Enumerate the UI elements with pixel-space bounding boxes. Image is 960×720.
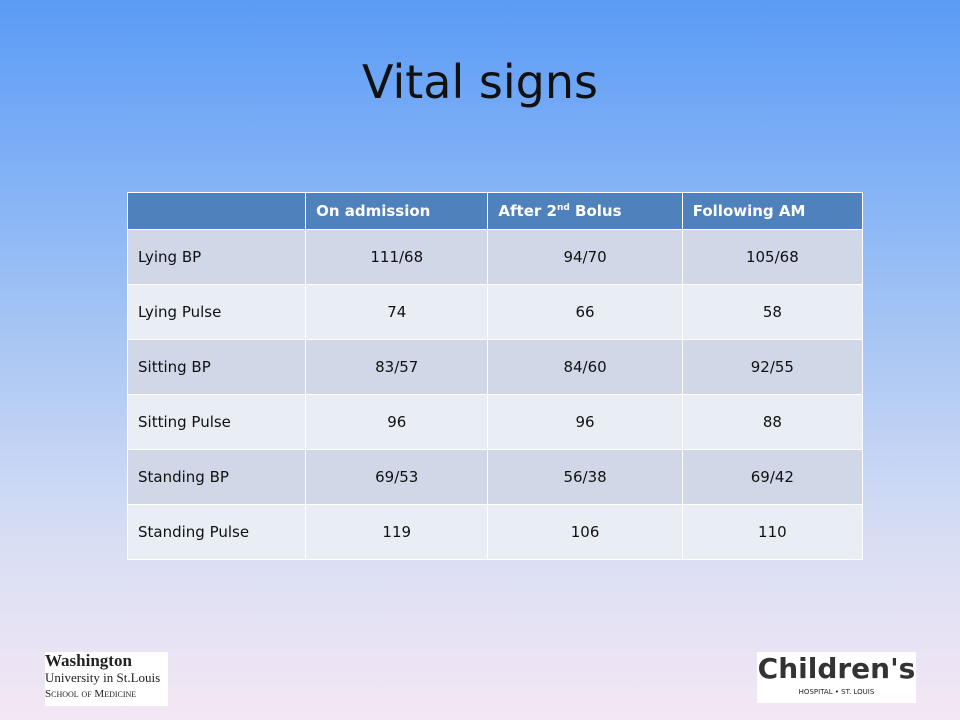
- table-cell: 119: [305, 504, 489, 560]
- table-row: Lying BP 111/68 94/70 105/68: [126, 229, 864, 285]
- table-cell: 69/42: [681, 449, 864, 505]
- logo-text: HOSPITAL • ST. LOUIS: [798, 688, 875, 696]
- header-cell: After 2nd Bolus: [487, 192, 683, 230]
- header-cell: Following AM: [681, 192, 864, 230]
- slide-title: Vital signs: [362, 55, 598, 109]
- row-label: Standing Pulse: [126, 504, 307, 560]
- table-cell: 105/68: [681, 229, 864, 285]
- table-row: Sitting Pulse 96 96 88: [126, 394, 864, 450]
- table-cell: 83/57: [305, 339, 489, 395]
- row-label: Standing BP: [126, 449, 307, 505]
- table-cell: 58: [681, 284, 864, 340]
- table-cell: 74: [305, 284, 489, 340]
- header-row: On admission After 2nd Bolus Following AM: [126, 192, 864, 230]
- table-cell: 111/68: [305, 229, 489, 285]
- header-text: Bolus: [569, 202, 622, 220]
- table-cell: 92/55: [681, 339, 864, 395]
- vitals-table: On admission After 2nd Bolus Following AM L…: [126, 192, 864, 560]
- logo-text: University in St.Louis: [45, 670, 161, 685]
- table-row: Sitting BP 83/57 84/60 92/55: [126, 339, 864, 395]
- logo-text: School of Medicine: [45, 688, 137, 700]
- row-label: Lying Pulse: [126, 284, 307, 340]
- childrens-logo: Children's HOSPITAL • ST. LOUIS: [757, 652, 916, 703]
- table-cell: 110: [681, 504, 864, 560]
- header-superscript: nd: [556, 203, 570, 213]
- logo-text: Washington: [45, 651, 132, 670]
- row-label: Lying BP: [126, 229, 307, 285]
- row-label: Sitting BP: [126, 339, 307, 395]
- table-cell: 56/38: [487, 449, 683, 505]
- table-cell: 69/53: [305, 449, 489, 505]
- table-cell: 96: [305, 394, 489, 450]
- table-cell: 96: [487, 394, 683, 450]
- header-cell: On admission: [305, 192, 489, 230]
- table-cell: 66: [487, 284, 683, 340]
- header-cell: [126, 192, 307, 230]
- table-row: Lying Pulse 74 66 58: [126, 284, 864, 340]
- logo-text: Children's: [757, 652, 916, 685]
- table-cell: 94/70: [487, 229, 683, 285]
- table-cell: 84/60: [487, 339, 683, 395]
- header-text: After 2: [498, 202, 557, 220]
- table-row: Standing Pulse 119 106 110: [126, 504, 864, 560]
- table-cell: 106: [487, 504, 683, 560]
- table-row: Standing BP 69/53 56/38 69/42: [126, 449, 864, 505]
- washu-logo: Washington University in St.Louis School…: [45, 652, 168, 706]
- row-label: Sitting Pulse: [126, 394, 307, 450]
- table-cell: 88: [681, 394, 864, 450]
